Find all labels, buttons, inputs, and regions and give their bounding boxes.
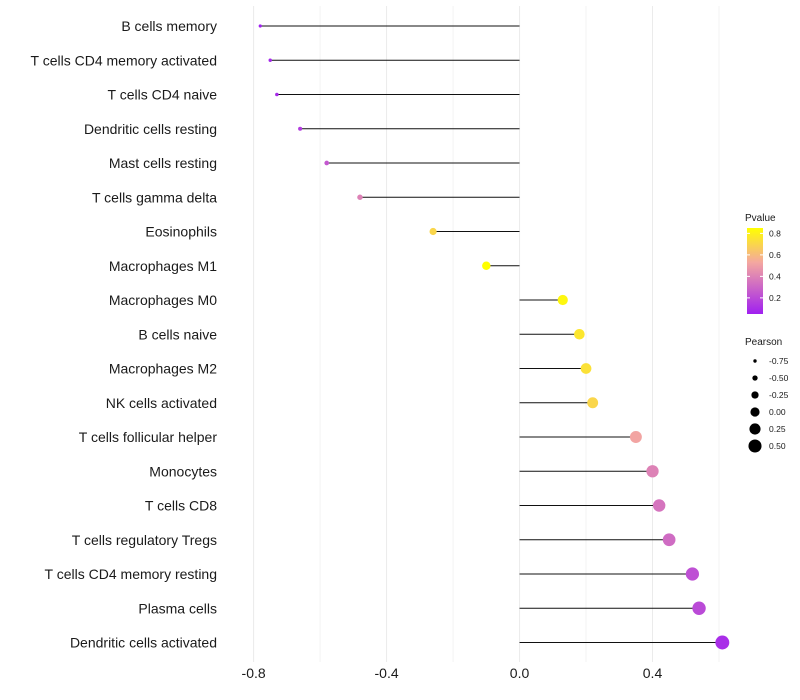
pvalue-legend-label: 0.4 (769, 271, 781, 281)
category-label: Dendritic cells resting (84, 121, 217, 137)
point-4 (298, 126, 303, 131)
category-label: Macrophages M2 (109, 361, 217, 377)
pvalue-legend-label: 0.6 (769, 250, 781, 260)
category-label: T cells CD4 memory resting (45, 566, 217, 582)
pearson-legend-label: -0.50 (769, 373, 789, 383)
pearson-legend-label: -0.25 (769, 390, 789, 400)
point-9 (557, 294, 568, 306)
pearson-legend-key (750, 407, 760, 417)
point-5 (324, 160, 330, 166)
pvalue-legend-label: 0.8 (769, 228, 781, 238)
category-label: Monocytes (149, 463, 217, 479)
point-1 (258, 24, 262, 28)
category-label: T cells CD4 naive (108, 87, 218, 103)
point-16 (662, 533, 676, 547)
category-labels: B cells memory T cells CD4 memory activat… (31, 18, 218, 651)
category-label: NK cells activated (106, 395, 217, 411)
pearson-legend: Pearson -0.75 -0.50 -0.25 0.00 0.25 0.50 (745, 337, 789, 453)
pearson-legend-key (748, 439, 762, 453)
category-label: Macrophages M1 (109, 258, 217, 274)
pearson-legend-label: -0.75 (769, 356, 789, 366)
pearson-legend-key (752, 375, 758, 381)
pvalue-legend-title: Pvalue (745, 213, 776, 224)
point-18 (692, 601, 706, 615)
pearson-legend-label: 0.25 (769, 424, 786, 434)
point-19 (715, 635, 730, 650)
point-13 (629, 431, 642, 443)
lollipop-stems (260, 25, 723, 643)
category-label: T cells CD8 (145, 498, 217, 514)
pvalue-colorbar (747, 228, 763, 314)
category-label: Eosinophils (145, 224, 217, 240)
point-15 (652, 499, 666, 512)
point-12 (587, 397, 599, 409)
pearson-legend-label: 0.50 (769, 441, 786, 451)
lollipop-points (258, 24, 730, 650)
pearson-legend-key (751, 391, 759, 399)
category-label: T cells follicular helper (79, 429, 218, 445)
point-7 (429, 227, 437, 236)
point-14 (646, 465, 659, 478)
pearson-legend-key (749, 423, 761, 435)
category-label: Dendritic cells activated (70, 635, 217, 651)
point-11 (580, 363, 592, 374)
x-axis-ticks: -0.8 -0.4 0.0 0.4 (242, 665, 663, 681)
category-label: Macrophages M0 (109, 292, 217, 308)
point-8 (482, 261, 491, 270)
pvalue-legend-label: 0.2 (769, 293, 781, 303)
x-tick-label: 0.0 (510, 665, 530, 681)
point-17 (685, 567, 700, 581)
point-10 (574, 328, 585, 340)
category-label: T cells regulatory Tregs (72, 532, 217, 548)
category-label: T cells CD4 memory activated (31, 52, 217, 68)
category-label: Plasma cells (138, 600, 217, 616)
x-tick-label: -0.4 (375, 665, 399, 681)
pearson-legend-title: Pearson (745, 337, 782, 348)
pearson-legend-key (753, 359, 757, 363)
category-label: T cells gamma delta (92, 189, 217, 205)
grid-lines (253, 6, 720, 662)
x-tick-label: 0.4 (643, 665, 663, 681)
point-3 (275, 92, 279, 97)
pearson-legend-label: 0.00 (769, 407, 786, 417)
x-tick-label: -0.8 (242, 665, 266, 681)
point-6 (357, 194, 363, 200)
category-label: Mast cells resting (109, 155, 217, 171)
pvalue-legend: Pvalue 0.8 0.6 0.4 0.2 (745, 213, 781, 314)
category-label: B cells naive (138, 326, 217, 342)
point-2 (268, 58, 272, 62)
category-label: B cells memory (121, 18, 217, 34)
